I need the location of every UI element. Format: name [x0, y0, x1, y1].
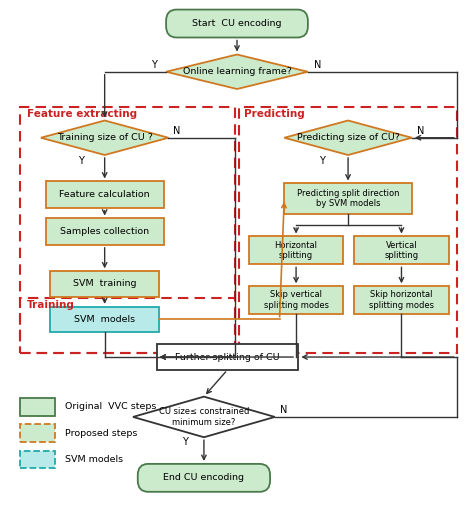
Text: SVM models: SVM models — [65, 455, 124, 464]
Text: Training size of CU ?: Training size of CU ? — [57, 133, 153, 142]
Text: Y: Y — [182, 437, 188, 447]
Bar — [19, 107, 235, 353]
Bar — [249, 286, 343, 314]
Text: Predicting: Predicting — [244, 109, 305, 119]
Text: Y: Y — [319, 156, 325, 166]
Text: Skip vertical
splitting modes: Skip vertical splitting modes — [264, 291, 328, 310]
Bar — [19, 298, 235, 353]
Text: Skip horizontal
splitting modes: Skip horizontal splitting modes — [369, 291, 434, 310]
Bar — [46, 218, 164, 245]
Text: Original  VVC steps: Original VVC steps — [65, 402, 157, 411]
Bar — [239, 107, 457, 353]
Text: Vertical
splitting: Vertical splitting — [384, 241, 419, 260]
Text: SVM  models: SVM models — [74, 315, 135, 324]
Text: N: N — [281, 405, 288, 415]
Bar — [46, 181, 164, 208]
Bar — [19, 425, 55, 442]
Bar — [50, 271, 159, 297]
Text: Proposed steps: Proposed steps — [65, 429, 138, 438]
Text: Samples collection: Samples collection — [60, 227, 149, 236]
Bar — [156, 345, 299, 370]
Text: Predicting size of CU?: Predicting size of CU? — [297, 133, 400, 142]
Bar — [249, 237, 343, 264]
Polygon shape — [133, 397, 275, 437]
Polygon shape — [41, 121, 168, 155]
Polygon shape — [284, 121, 412, 155]
Text: Further splitting of CU: Further splitting of CU — [175, 353, 280, 361]
Text: End CU encoding: End CU encoding — [164, 473, 245, 483]
Text: Training: Training — [27, 300, 74, 309]
Bar — [50, 307, 159, 332]
Text: Y: Y — [151, 60, 157, 70]
Bar — [354, 237, 449, 264]
Text: Start  CU encoding: Start CU encoding — [192, 19, 282, 28]
Text: N: N — [173, 126, 181, 136]
FancyBboxPatch shape — [166, 10, 308, 38]
Text: Feature calculation: Feature calculation — [59, 190, 150, 199]
Text: Predicting split direction
by SVM models: Predicting split direction by SVM models — [297, 189, 399, 208]
Text: Y: Y — [78, 156, 84, 166]
Bar — [19, 450, 55, 468]
Text: Horizontal
splitting: Horizontal splitting — [274, 241, 318, 260]
Text: Online learning frame?: Online learning frame? — [182, 67, 292, 76]
Text: Feature extracting: Feature extracting — [27, 109, 137, 119]
Text: N: N — [417, 126, 424, 136]
FancyBboxPatch shape — [138, 464, 270, 492]
Polygon shape — [166, 54, 308, 89]
Text: SVM  training: SVM training — [73, 279, 137, 289]
Text: CU size≤ constrained
minimum size?: CU size≤ constrained minimum size? — [159, 407, 249, 427]
Text: N: N — [314, 60, 321, 70]
Bar — [284, 183, 412, 214]
Bar — [19, 398, 55, 416]
Bar — [354, 286, 449, 314]
